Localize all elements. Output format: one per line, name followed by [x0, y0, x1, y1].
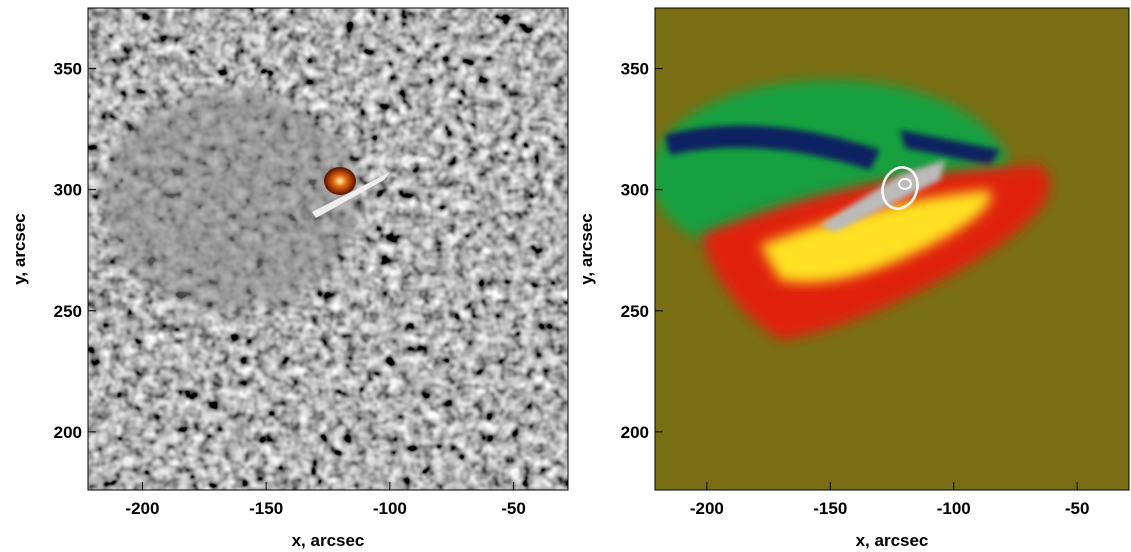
y-tick-label: 250 — [54, 302, 82, 321]
magnetogram-image — [88, 8, 568, 490]
plot-frame — [87, 7, 569, 491]
x-tick-label: -150 — [813, 499, 847, 518]
x-tick-label: -150 — [249, 499, 283, 518]
x-tick-label: -100 — [937, 499, 971, 518]
y-tick-label: 300 — [54, 181, 82, 200]
y-tick-label: 200 — [621, 423, 649, 442]
y-tick-label: 350 — [54, 60, 82, 79]
y-tick-label: 250 — [621, 302, 649, 321]
x-tick-label: -50 — [1065, 499, 1090, 518]
plot-frame — [654, 7, 1130, 491]
x-tick-label: -200 — [690, 499, 724, 518]
y-tick-label: 200 — [54, 423, 82, 442]
x-tick-label: -50 — [501, 499, 526, 518]
x-axis-label: x, arcsec — [292, 531, 365, 550]
x-tick-label: -100 — [373, 499, 407, 518]
x-axis-label: x, arcsec — [856, 531, 929, 550]
y-axis-label: y, arcsec — [577, 213, 596, 285]
y-tick-label: 350 — [621, 60, 649, 79]
y-tick-label: 300 — [621, 181, 649, 200]
composite-image — [655, 8, 1129, 490]
y-axis-label: y, arcsec — [10, 213, 29, 285]
x-tick-label: -200 — [125, 499, 159, 518]
